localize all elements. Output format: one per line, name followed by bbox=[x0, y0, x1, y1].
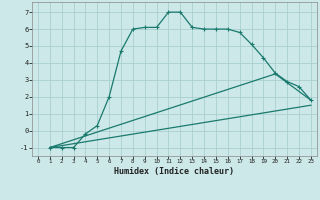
X-axis label: Humidex (Indice chaleur): Humidex (Indice chaleur) bbox=[115, 167, 234, 176]
